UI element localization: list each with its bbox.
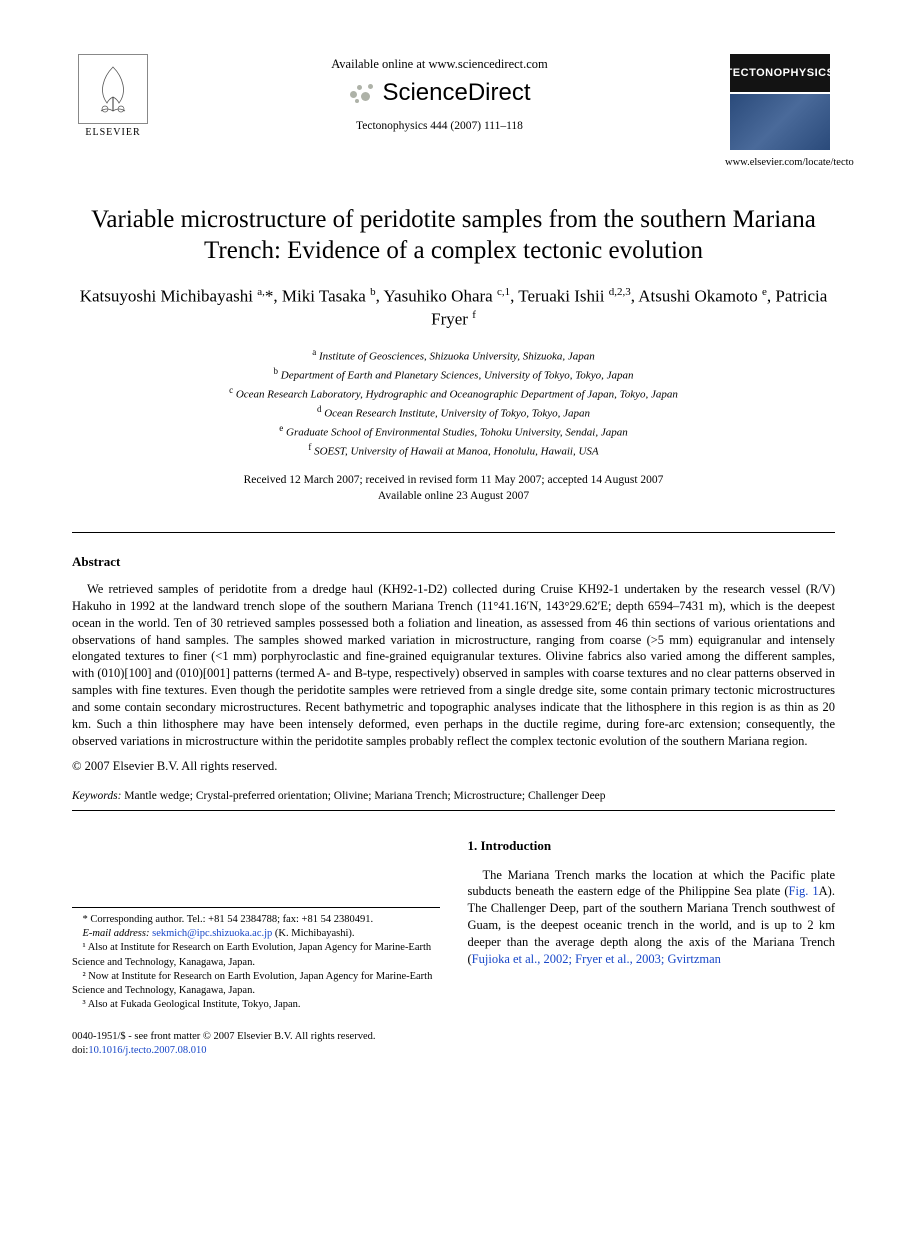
intro-heading: 1. Introduction xyxy=(468,837,836,855)
footnotes-block: * Corresponding author. Tel.: +81 54 238… xyxy=(72,907,440,1012)
ref-link-fujioka[interactable]: Fujioka et al., 2002; Fryer et al., 2003… xyxy=(472,952,721,966)
affiliation-item: e Graduate School of Environmental Studi… xyxy=(72,422,835,441)
elsevier-tree-icon xyxy=(78,54,148,124)
affiliation-item: a Institute of Geosciences, Shizuoka Uni… xyxy=(72,346,835,365)
two-column-region: * Corresponding author. Tel.: +81 54 238… xyxy=(72,837,835,1012)
dates-line-1: Received 12 March 2007; received in revi… xyxy=(72,472,835,488)
author-list: Katsuyoshi Michibayashi a,*, Miki Tasaka… xyxy=(72,285,835,332)
affiliation-item: c Ocean Research Laboratory, Hydrographi… xyxy=(72,384,835,403)
footnote-1: ¹ Also at Institute for Research on Eart… xyxy=(72,941,440,969)
sciencedirect-icon xyxy=(348,79,376,107)
elsevier-logo: ELSEVIER xyxy=(72,54,154,140)
intro-text-pre: The Mariana Trench marks the location at… xyxy=(468,868,836,899)
dates-line-2: Available online 23 August 2007 xyxy=(72,488,835,504)
page: ELSEVIER Available online at www.science… xyxy=(0,0,907,1099)
sciencedirect-logo: ScienceDirect xyxy=(154,77,725,109)
rule-bottom xyxy=(72,810,835,811)
page-footer: 0040-1951/$ - see front matter © 2007 El… xyxy=(72,1030,835,1058)
affiliation-item: f SOEST, University of Hawaii at Manoa, … xyxy=(72,441,835,460)
footnote-corresponding: * Corresponding author. Tel.: +81 54 238… xyxy=(72,913,440,927)
article-title: Variable microstructure of peridotite sa… xyxy=(72,204,835,267)
right-column: 1. Introduction The Mariana Trench marks… xyxy=(468,837,836,1012)
footer-copyright: 0040-1951/$ - see front matter © 2007 El… xyxy=(72,1030,835,1044)
doi-link[interactable]: 10.1016/j.tecto.2007.08.010 xyxy=(88,1045,206,1056)
footer-doi: doi:10.1016/j.tecto.2007.08.010 xyxy=(72,1044,835,1058)
rule-top xyxy=(72,532,835,533)
journal-cover: TECTONOPHYSICS www.elsevier.com/locate/t… xyxy=(725,54,835,170)
available-online-text: Available online at www.sciencedirect.co… xyxy=(154,56,725,73)
sciencedirect-label: ScienceDirect xyxy=(382,77,530,109)
header-center: Available online at www.sciencedirect.co… xyxy=(154,54,725,135)
keywords-list: Mantle wedge; Crystal-preferred orientat… xyxy=(124,790,605,802)
locate-url: www.elsevier.com/locate/tecto xyxy=(725,156,835,170)
email-suffix: (K. Michibayashi). xyxy=(275,928,355,939)
journal-cover-label: TECTONOPHYSICS xyxy=(730,54,830,92)
doi-label: doi: xyxy=(72,1045,88,1056)
abstract-body: We retrieved samples of peridotite from … xyxy=(72,581,835,750)
keywords-label: Keywords: xyxy=(72,790,121,802)
header-row: ELSEVIER Available online at www.science… xyxy=(72,54,835,170)
journal-cover-image xyxy=(730,94,830,150)
intro-paragraph: The Mariana Trench marks the location at… xyxy=(468,867,836,968)
email-link[interactable]: sekmich@ipc.shizuoka.ac.jp xyxy=(152,928,272,939)
affiliation-list: a Institute of Geosciences, Shizuoka Uni… xyxy=(72,346,835,460)
affiliation-item: d Ocean Research Institute, University o… xyxy=(72,403,835,422)
keywords-line: Keywords: Mantle wedge; Crystal-preferre… xyxy=(72,789,835,805)
email-label: E-mail address: xyxy=(83,928,150,939)
left-column: * Corresponding author. Tel.: +81 54 238… xyxy=(72,837,440,1012)
footnote-3: ³ Also at Fukada Geological Institute, T… xyxy=(72,998,440,1012)
abstract-heading: Abstract xyxy=(72,553,835,571)
article-dates: Received 12 March 2007; received in revi… xyxy=(72,472,835,504)
footnote-email: E-mail address: sekmich@ipc.shizuoka.ac.… xyxy=(72,927,440,941)
elsevier-label: ELSEVIER xyxy=(85,126,140,140)
affiliation-item: b Department of Earth and Planetary Scie… xyxy=(72,365,835,384)
citation-line: Tectonophysics 444 (2007) 111–118 xyxy=(154,119,725,135)
abstract-copyright: © 2007 Elsevier B.V. All rights reserved… xyxy=(72,758,835,775)
footnote-2: ² Now at Institute for Research on Earth… xyxy=(72,970,440,998)
fig-1-link[interactable]: Fig. 1 xyxy=(789,884,819,898)
